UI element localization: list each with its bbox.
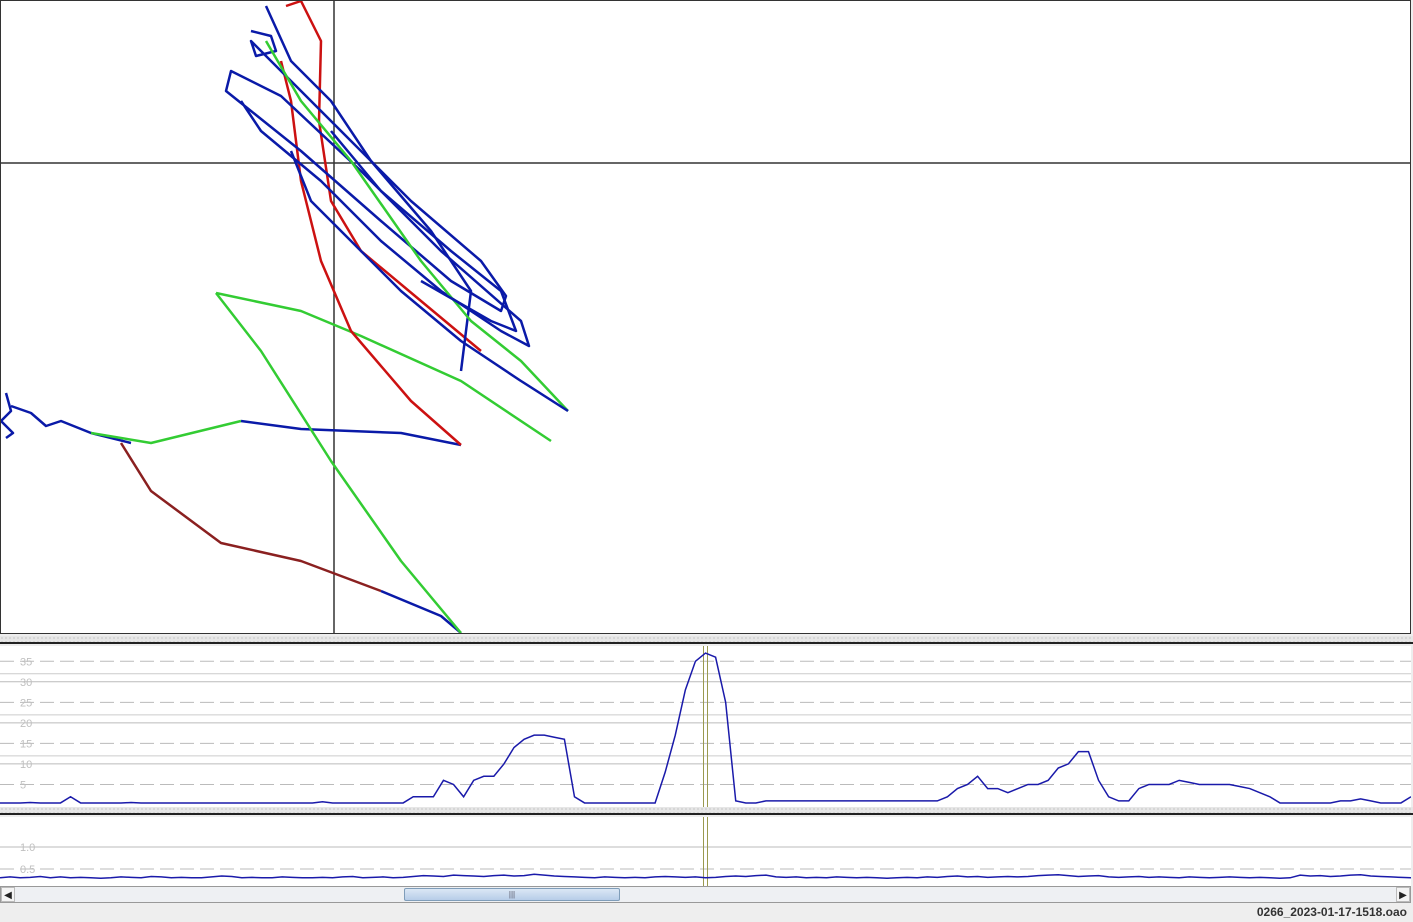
y-tick-label: 0.5: [20, 864, 35, 876]
scrollbar-thumb[interactable]: |||: [404, 888, 620, 901]
y-tick-label: 30: [20, 677, 32, 689]
horizontal-scrollbar[interactable]: ◀ ||| ▶: [0, 886, 1411, 903]
track-path: [330, 130, 518, 333]
speed-chart[interactable]: 5 10 15 20 25 30 35: [0, 646, 1412, 807]
secondary-chart[interactable]: 0.5 1.0: [0, 817, 1412, 886]
track-path: [224, 5, 531, 348]
track-path: [264, 40, 569, 412]
y-tick-label: 20: [20, 718, 32, 730]
y-tick-label: 25: [20, 697, 32, 709]
scroll-right-icon[interactable]: ▶: [1396, 887, 1410, 902]
track-path: [285, 0, 482, 352]
track-path: [380, 589, 462, 634]
track-path: [289, 150, 569, 413]
track-path: [215, 292, 462, 634]
track-plot[interactable]: [0, 0, 1411, 634]
y-tick-label: 10: [20, 759, 32, 771]
track-path: [119, 442, 382, 593]
y-tick-label: 5: [20, 779, 26, 791]
chart-svg: 0.5 1.0: [0, 817, 1412, 886]
track-path: [90, 419, 242, 445]
track-canvas[interactable]: [0, 0, 1410, 634]
status-filename: 0266_2023-01-17-1518.oao: [1256, 905, 1407, 919]
track-path: [215, 291, 552, 443]
chart-svg: 5 10 15 20 25 30 35: [0, 646, 1412, 807]
track-path: [249, 29, 473, 372]
y-tick-label: 1.0: [20, 842, 35, 854]
series-line: [0, 652, 1412, 804]
status-bar: 0266_2023-01-17-1518.oao: [0, 903, 1413, 922]
splitter-handle[interactable]: [0, 636, 1413, 644]
scroll-left-icon[interactable]: ◀: [1, 887, 15, 902]
track-path: [240, 419, 462, 447]
splitter-handle[interactable]: [0, 807, 1413, 815]
y-tick-label: 35: [20, 656, 32, 668]
y-tick-label: 15: [20, 738, 32, 750]
track-path: [279, 60, 462, 446]
series-line: [0, 873, 1412, 879]
grip-icon: |||: [508, 890, 516, 899]
